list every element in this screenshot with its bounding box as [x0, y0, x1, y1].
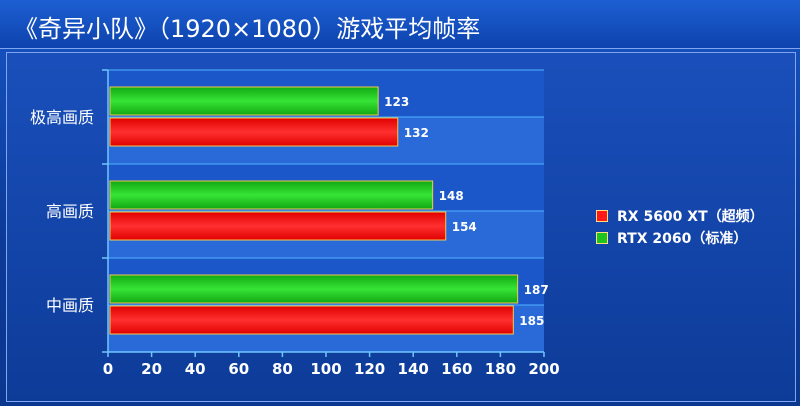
legend-item-rtx2060: RTX 2060（标准）: [596, 227, 764, 249]
legend: RX 5600 XT（超频） RTX 2060（标准）: [596, 205, 764, 249]
data-label: 123: [384, 95, 409, 109]
bar: [109, 86, 379, 116]
x-tick-label: 180: [485, 360, 516, 378]
data-label: 132: [404, 126, 429, 140]
legend-swatch: [596, 232, 608, 244]
bar: [109, 274, 519, 304]
legend-label: RX 5600 XT（超频）: [617, 209, 764, 225]
legend-label: RTX 2060（标准）: [617, 231, 748, 247]
x-tick-label: 20: [141, 360, 162, 378]
data-label: 185: [519, 314, 544, 328]
x-tick-label: 140: [398, 360, 429, 378]
x-tick-label: 60: [228, 360, 249, 378]
data-label: 154: [452, 220, 477, 234]
bar: [109, 117, 399, 147]
legend-swatch: [596, 210, 608, 222]
category-label: 中画质: [46, 296, 94, 315]
data-label: 187: [524, 283, 549, 297]
title-bar: 《奇异小队》（1920×1080）游戏平均帧率: [0, 0, 800, 49]
legend-item-rx5600xt: RX 5600 XT（超频）: [596, 205, 764, 227]
data-label: 148: [439, 189, 464, 203]
x-tick-label: 160: [441, 360, 472, 378]
bar: [109, 180, 434, 210]
x-tick-label: 0: [103, 360, 113, 378]
category-label: 高画质: [46, 202, 94, 221]
x-tick-label: 200: [528, 360, 559, 378]
x-tick-label: 120: [354, 360, 385, 378]
x-tick-label: 100: [310, 360, 341, 378]
bar: [109, 305, 514, 335]
x-tick-label: 40: [185, 360, 206, 378]
chart-title: 《奇异小队》（1920×1080）游戏平均帧率: [14, 15, 481, 43]
bar: [109, 211, 447, 241]
category-label: 极高画质: [30, 108, 94, 127]
x-tick-label: 80: [272, 360, 293, 378]
